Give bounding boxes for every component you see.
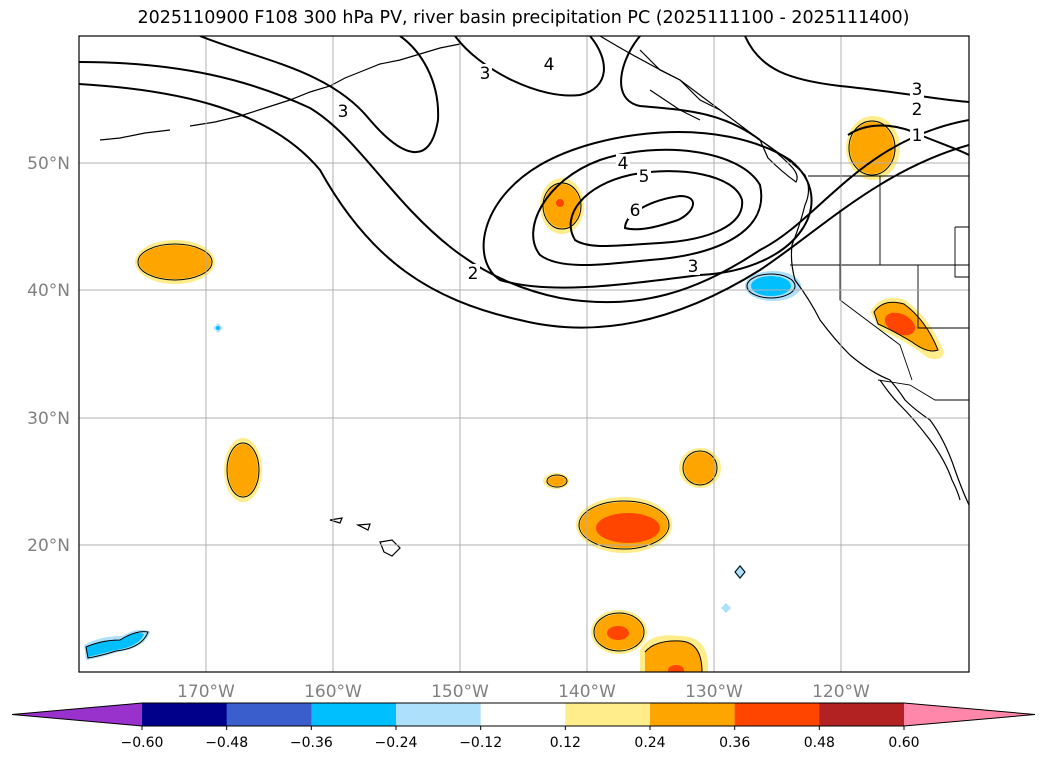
pv-label: 3 [912, 80, 923, 100]
pv-contours [79, 36, 969, 329]
lon-tick-170w: 170°W [177, 682, 235, 702]
pv-label: 4 [544, 55, 555, 75]
precipitation-outlines [85, 120, 939, 672]
precip-blob [850, 122, 894, 174]
colorbar-tick-label: 0.24 [634, 735, 665, 751]
pv-label: 6 [630, 201, 641, 221]
colorbar-segment [311, 703, 397, 726]
pv-contour-north-arc [620, 36, 761, 141]
colorbar-extend-high [904, 703, 1035, 726]
colorbar-segment [565, 703, 651, 726]
pv-label: 5 [639, 167, 650, 187]
pv-contour-4-north [454, 36, 605, 97]
pv-contour-labels: 1 2 3 3 3 4 4 5 6 2 3 [336, 55, 924, 284]
pv-contour-5 [569, 170, 744, 247]
lon-tick-140w: 140°W [558, 682, 616, 702]
colorbar-tick-label: 0.36 [719, 735, 750, 751]
pv-label: 1 [912, 126, 923, 146]
colorbar-tick-label: 0.60 [888, 735, 919, 751]
precip-blob-negative [721, 603, 731, 613]
precip-blob-negative [734, 564, 746, 580]
pv-label: 4 [618, 154, 629, 174]
pv-label: 3 [688, 257, 699, 277]
pv-label: 3 [338, 102, 349, 122]
precip-blob-negative [86, 632, 144, 657]
lat-tick-20n: 20°N [27, 536, 70, 556]
map-frame [78, 35, 970, 673]
precip-blob-negative [216, 326, 220, 330]
precip-blob [684, 452, 716, 484]
colorbar-segment [734, 703, 820, 726]
precip-blob [884, 312, 916, 336]
colorbar-tick-label: 0.12 [550, 735, 581, 751]
precip-blob [645, 640, 702, 672]
colorbar-extend-low [12, 703, 142, 726]
colorbar-tick-label: −0.48 [205, 735, 248, 751]
lon-tick-160w: 160°W [304, 682, 362, 702]
latitude-axis: 20°N 30°N 40°N 50°N [27, 154, 70, 556]
precip-blob [139, 245, 211, 279]
colorbar-segment [480, 703, 566, 726]
lat-tick-40n: 40°N [27, 281, 70, 301]
map-area: 1 2 3 3 3 4 4 5 6 2 3 [79, 36, 969, 672]
pv-label: 2 [468, 264, 479, 284]
colorbar-tick-label: −0.12 [459, 735, 502, 751]
map-title: 2025110900 F108 300 hPa PV, river basin … [137, 8, 910, 28]
pv-contour-4 [532, 148, 763, 266]
pv-contour-2 [79, 83, 969, 329]
lat-tick-30n: 30°N [27, 409, 70, 429]
precip-blob [548, 476, 566, 486]
colorbar-tick-label: −0.60 [121, 735, 164, 751]
colorbar-segment [142, 703, 228, 726]
longitude-axis: 170°W 160°W 150°W 140°W 130°W 120°W [177, 682, 870, 702]
lon-tick-130w: 130°W [685, 682, 743, 702]
colorbar-tick-label: −0.24 [375, 735, 418, 751]
precip-blob [668, 665, 684, 672]
precip-blob [607, 626, 629, 640]
pv-contour-3-west [199, 36, 440, 153]
pv-contour-3 [482, 131, 813, 289]
precip-blob [556, 199, 564, 207]
pv-contour-3-east [744, 36, 969, 103]
colorbar-tick-label: 0.48 [804, 735, 835, 751]
lon-tick-120w: 120°W [812, 682, 870, 702]
colorbar-segment [226, 703, 312, 726]
colorbar-tick-label: −0.36 [290, 735, 333, 751]
pv-label: 3 [480, 64, 491, 84]
graticule [79, 36, 969, 672]
colorbar-segment [650, 703, 736, 726]
colorbar-segment [396, 703, 482, 726]
precip-blob [596, 513, 660, 543]
political-borders [790, 175, 969, 401]
pv-label: 2 [912, 100, 923, 120]
colorbar-segment [819, 703, 905, 726]
lat-tick-50n: 50°N [27, 154, 70, 174]
colorbar: −0.60 −0.48 −0.36 −0.24 −0.12 0.12 0.24 0.36 0.4… [11, 702, 1036, 751]
lon-tick-150w: 150°W [431, 682, 489, 702]
precip-blob [228, 444, 258, 496]
pv-contour-2b [79, 61, 969, 304]
precip-blob-negative [751, 276, 791, 296]
